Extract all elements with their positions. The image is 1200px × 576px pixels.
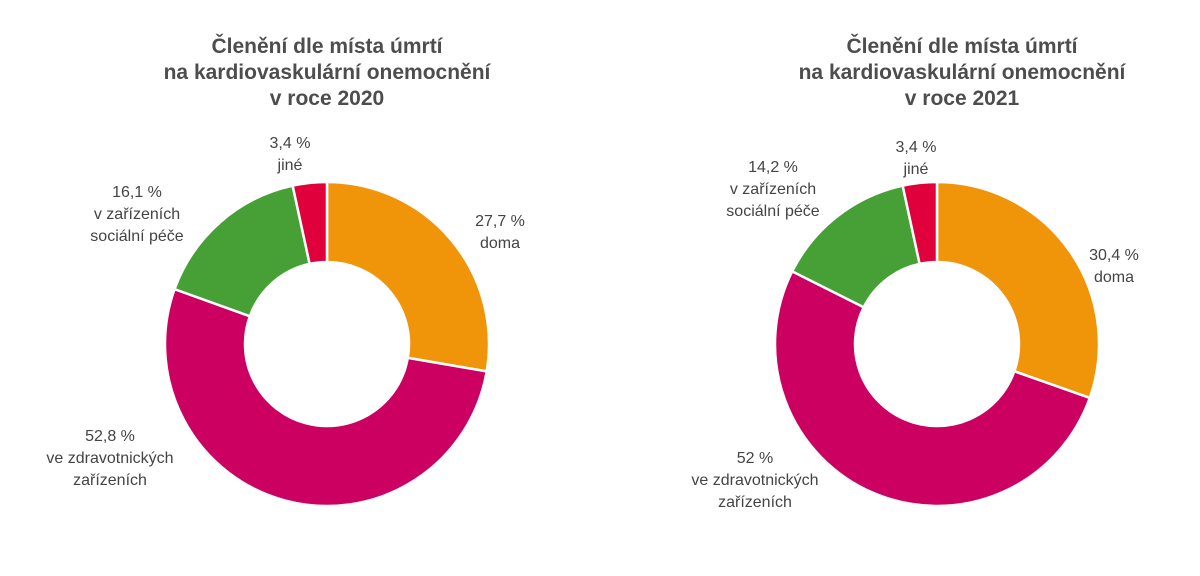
chart-title-line: na kardiovaskulární onemocnění: [799, 61, 1127, 84]
data-label-line: 16,1 %: [112, 184, 162, 201]
data-label: 52,8 % ve zdravotnických zařízeních: [46, 428, 173, 489]
data-label: 27,7 % doma: [475, 213, 525, 252]
slice-doma: [325, 180, 491, 373]
chart-title-line: v roce 2021: [905, 87, 1020, 110]
slice-v-zařízeních-sociální-péče: [172, 184, 312, 318]
slice-ve-zdravotnických-zařízeních: [773, 269, 1092, 508]
chart-title-line: Členění dle místa úmrtí: [846, 34, 1078, 58]
data-label-line: 30,4 %: [1089, 247, 1139, 264]
chart-title-line: Členění dle místa úmrtí: [211, 34, 443, 58]
donut-chart-1: Členění dle místa úmrtí na kardiovaskulár…: [46, 34, 525, 508]
donut-chart-2: Členění dle místa úmrtí na kardiovaskulár…: [691, 34, 1138, 511]
data-label-line: 27,7 %: [475, 213, 525, 230]
slice-doma: [935, 180, 1101, 400]
slice-jiné: [901, 180, 939, 266]
data-label-line: doma: [480, 235, 520, 252]
data-label-line: doma: [1094, 269, 1134, 286]
data-label-line: 52 %: [737, 450, 773, 467]
data-label-line: ve zdravotnických: [46, 450, 173, 467]
data-label-line: sociální péče: [726, 203, 819, 220]
slice-jiné: [291, 180, 329, 266]
data-label-line: v zařízeních: [94, 206, 180, 223]
data-label-line: 3,4 %: [896, 139, 937, 156]
data-label-line: zařízeních: [73, 472, 147, 489]
data-label-line: zařízeních: [718, 494, 792, 511]
data-label-line: sociální péče: [90, 228, 183, 245]
data-label: 30,4 % doma: [1089, 247, 1139, 286]
data-label: 52 % ve zdravotnických zařízeních: [691, 450, 818, 511]
data-label: 3,4 % jiné: [896, 139, 937, 178]
data-label-line: ve zdravotnických: [691, 472, 818, 489]
data-label-line: 52,8 %: [85, 428, 135, 445]
chart-title-line: v roce 2020: [270, 87, 384, 110]
data-label-line: jiné: [903, 161, 929, 178]
data-label-line: 14,2 %: [748, 159, 798, 176]
data-label: 14,2 % v zařízeních sociální péče: [726, 159, 819, 220]
data-label: 16,1 % v zařízeních sociální péče: [90, 184, 183, 245]
chart-title: Členění dle místa úmrtí na kardiovaskulár…: [164, 34, 492, 110]
chart-title: Členění dle místa úmrtí na kardiovaskulár…: [799, 34, 1127, 110]
chart-title-line: na kardiovaskulární onemocnění: [164, 61, 492, 84]
slice-ve-zdravotnických-zařízeních: [163, 287, 489, 508]
data-label-line: jiné: [277, 157, 303, 174]
data-label: 3,4 % jiné: [270, 135, 311, 174]
data-label-line: v zařízeních: [730, 181, 816, 198]
data-label-line: 3,4 %: [270, 135, 311, 152]
